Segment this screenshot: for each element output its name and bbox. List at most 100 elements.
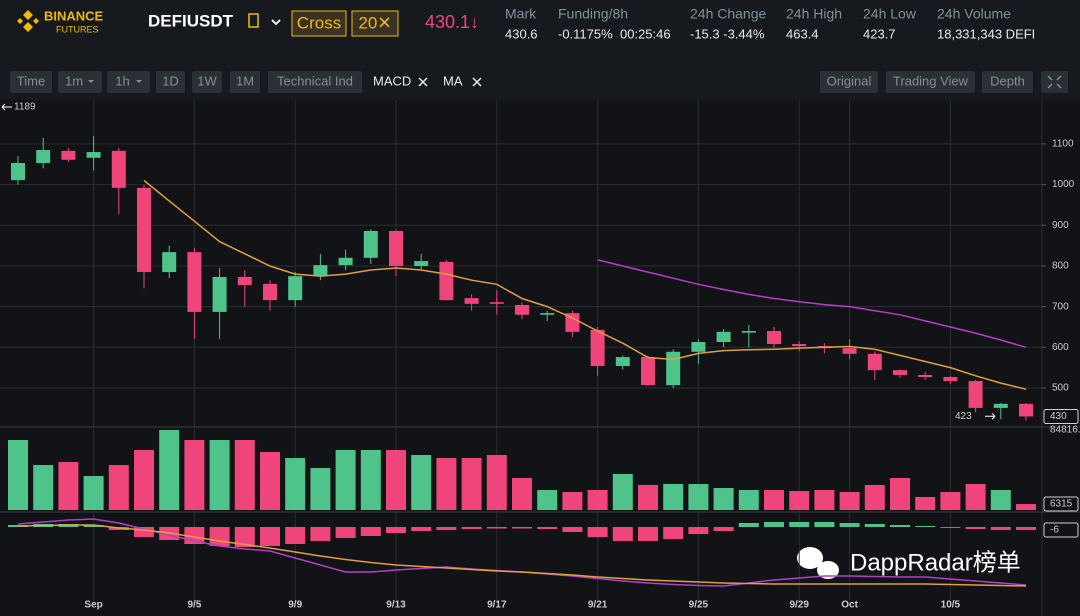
logo-text: BINANCE [44, 8, 104, 23]
volume-bar [789, 491, 810, 510]
volume-bar [83, 476, 104, 510]
volume-bar [486, 455, 507, 510]
macd-bar [134, 527, 154, 537]
macd-bar [537, 527, 558, 529]
interval-button[interactable] [192, 71, 222, 93]
macd-bar [209, 527, 230, 546]
candle-body [993, 403, 1008, 408]
candle-body [565, 313, 580, 332]
candle-body [641, 357, 655, 386]
interval-button[interactable] [107, 71, 150, 93]
last-macd-tag: -6 [1050, 525, 1059, 536]
candle-body [767, 331, 781, 345]
macd-bar [234, 527, 255, 547]
y-tick-label: 500 [1052, 383, 1069, 394]
candle-body [489, 302, 504, 304]
volume-bar [58, 461, 79, 510]
candle-body [111, 150, 126, 188]
high-marker-arrow [1, 103, 12, 111]
macd-bar [83, 525, 104, 527]
volume-bar [234, 440, 255, 510]
logo-icon [17, 10, 39, 32]
macd-bar [915, 526, 936, 527]
stat-label: Mark [505, 6, 537, 22]
remove-icon[interactable] [418, 77, 428, 87]
dropdown-icon [136, 80, 142, 83]
last-price: 430.1↓ [425, 12, 479, 32]
macd-bar [587, 527, 608, 537]
remove-icon[interactable] [472, 77, 482, 87]
candle-body [741, 331, 756, 333]
symbol[interactable]: DEFIUSDT [148, 11, 234, 30]
last-macd-tag-box [1043, 522, 1079, 538]
volume-bar [1016, 504, 1036, 510]
interval-label: Technical Ind [277, 73, 353, 88]
candle-body [615, 357, 630, 367]
candle-body [61, 150, 76, 160]
macd-bar [713, 527, 734, 531]
leverage: 20✕ [358, 13, 391, 32]
macd-bar [335, 527, 356, 538]
stat-label: 24h Change [690, 6, 767, 22]
macd-bar [360, 527, 381, 536]
y-tick-label: 800 [1052, 261, 1069, 272]
candle-body [842, 348, 857, 354]
interval-button[interactable] [10, 71, 52, 93]
y-tick-label: 900 [1052, 220, 1069, 231]
x-tick-label: 9/9 [288, 600, 302, 611]
macd-bar [638, 527, 658, 541]
macd-bar [436, 527, 457, 530]
candle-body [237, 276, 252, 286]
volume-bar [965, 483, 986, 510]
volume-bar [285, 458, 306, 510]
margin-button[interactable] [291, 10, 347, 37]
fullscreen-button[interactable] [1041, 71, 1068, 93]
macd-bar [789, 522, 810, 527]
x-tick-label: 9/17 [487, 600, 507, 611]
volume-axis-label: 84816.5 [1050, 425, 1080, 436]
indicator-label: MA [443, 73, 463, 88]
stat-label: 24h Volume [937, 6, 1011, 22]
leverage-button[interactable] [351, 10, 399, 37]
view-button[interactable] [886, 71, 975, 93]
view-button[interactable] [982, 71, 1033, 93]
y-tick-label: 1000 [1052, 179, 1075, 190]
macd-bar [260, 527, 280, 546]
volume-bar [260, 451, 280, 510]
interval-button[interactable] [268, 71, 362, 93]
stat-label: 24h Low [863, 6, 917, 22]
volume-bar [159, 430, 180, 510]
stat-value: 423.7 [863, 26, 896, 41]
interval-button[interactable] [230, 71, 260, 93]
logo[interactable]: BINANCE FUTURES [17, 8, 104, 34]
last-volume-tag-box [1043, 496, 1079, 512]
interval-label: Time [17, 73, 45, 88]
view-label: Original [827, 73, 872, 88]
stat-value: -0.1175% [558, 26, 613, 41]
macd-bar [486, 527, 507, 529]
volume-bar [890, 478, 910, 510]
last-price-tag-box [1043, 408, 1079, 424]
candle-body [540, 313, 555, 315]
stat-value: 18,331,343 DEFI [937, 26, 1035, 41]
view-button[interactable] [820, 71, 878, 93]
candle-body [313, 265, 328, 277]
dropdown-icon[interactable] [271, 19, 281, 26]
volume-bar [764, 490, 784, 510]
fullscreen-icon [1047, 75, 1062, 89]
interval-button[interactable] [156, 71, 185, 93]
stat-value: 430.6 [505, 26, 538, 41]
macd-bar [512, 527, 532, 529]
low-marker: 423 [955, 411, 972, 422]
x-tick-label: Oct [841, 600, 858, 611]
macd-bar [663, 527, 684, 539]
macd-bar [814, 522, 835, 527]
dropdown-icon [88, 80, 94, 83]
stat-value: -15.3 -3.44% [690, 26, 765, 41]
candle-body [86, 152, 101, 158]
macd-bar [411, 527, 432, 531]
interval-button[interactable] [58, 71, 102, 93]
macd-bar [738, 523, 759, 527]
macd-bar [839, 523, 860, 527]
